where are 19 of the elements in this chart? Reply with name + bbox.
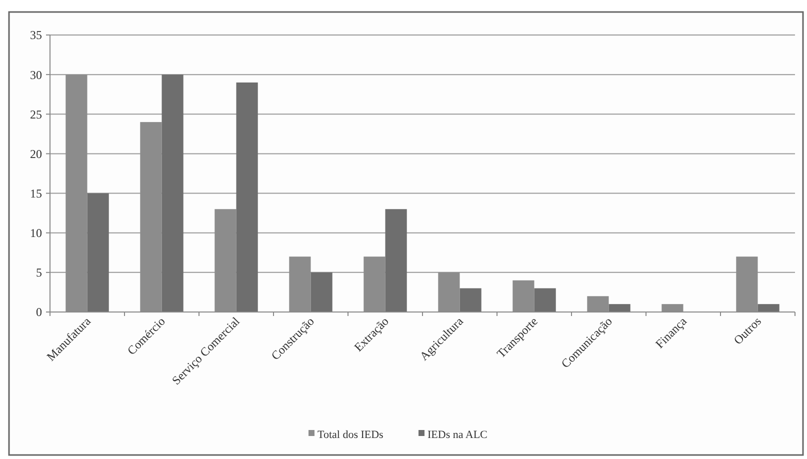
- legend-label: IEDs na ALC: [428, 428, 488, 441]
- y-tick-label: 0: [36, 305, 42, 320]
- bar: [460, 288, 482, 312]
- y-tick-label: 25: [30, 107, 42, 122]
- y-tick-label: 20: [30, 146, 42, 161]
- y-tick-label: 35: [30, 28, 42, 42]
- bar: [385, 209, 407, 312]
- bar: [162, 74, 184, 312]
- y-tick-label: 30: [30, 68, 42, 82]
- bar: [758, 304, 780, 312]
- bar: [534, 288, 556, 312]
- bar: [236, 82, 258, 312]
- legend-label: Total dos IEDs: [318, 428, 384, 441]
- bar: [608, 304, 630, 312]
- bar: [310, 272, 332, 312]
- y-tick-label: 15: [30, 186, 42, 200]
- y-tick-label: 5: [36, 266, 42, 280]
- bar: [87, 193, 109, 312]
- y-tick-label: 10: [30, 226, 42, 240]
